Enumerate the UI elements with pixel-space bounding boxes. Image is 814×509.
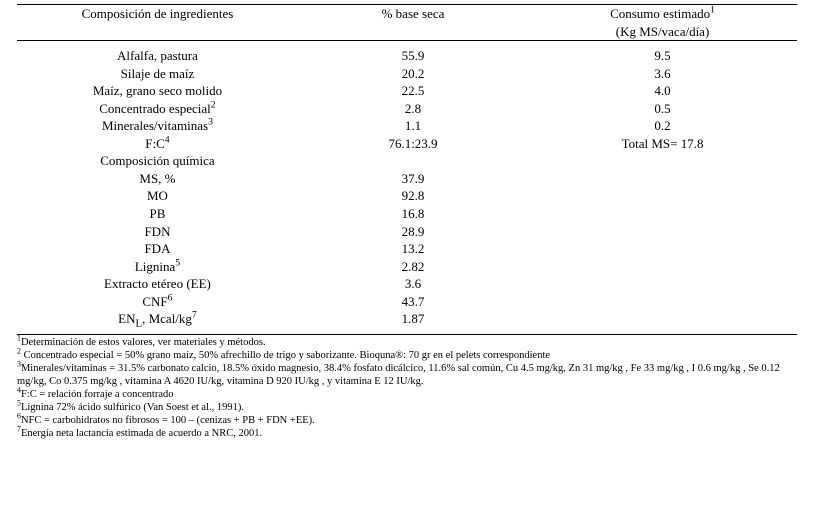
chem-label: FDN	[17, 223, 298, 241]
chem-value: 3.6	[298, 275, 528, 293]
chem-header-label: Composición química	[17, 152, 298, 170]
chem-value: 16.8	[298, 205, 528, 223]
ingredient-consumption: 9.5	[528, 47, 797, 65]
ingredient-row: Maíz, grano seco molido22.54.0	[17, 82, 797, 100]
ingredient-label: F:C4	[17, 135, 298, 153]
chem-label: CNF6	[17, 293, 298, 311]
ingredient-row: Concentrado especial22.80.5	[17, 100, 797, 118]
footnote-7-text: Energía neta lactancia estimada de acuer…	[21, 428, 262, 439]
chem-row: MS, %37.9	[17, 170, 797, 188]
chem-value: 13.2	[298, 240, 528, 258]
chem-row: PB16.8	[17, 205, 797, 223]
footnote-3-text: Minerales/vitaminas = 31.5% carbonato ca…	[17, 363, 780, 387]
chem-header-row: Composición química	[17, 152, 797, 170]
chem-value: 1.87	[298, 310, 528, 334]
footnote-6-text: NFC = carbohidratos no fibrosos = 100 – …	[21, 415, 315, 426]
ingredient-pct: 2.8	[298, 100, 528, 118]
composition-table: Composición de ingredientes % base seca …	[17, 4, 797, 335]
footnote-1-text: Determinación de estos valores, ver mate…	[21, 337, 266, 348]
chem-value: 2.82	[298, 258, 528, 276]
ingredient-consumption: 0.2	[528, 117, 797, 135]
ingredient-row: Minerales/vitaminas31.10.2	[17, 117, 797, 135]
footnote-7: 7Energía neta lactancia estimada de acue…	[17, 427, 797, 440]
ingredient-label: Silaje de maíz	[17, 65, 298, 83]
ingredients-body: Alfalfa, pastura55.99.5Silaje de maíz20.…	[17, 47, 797, 152]
footnote-1: 1Determinación de estos valores, ver mat…	[17, 336, 797, 349]
ingredient-consumption: 4.0	[528, 82, 797, 100]
chem-label: ENL, Mcal/kg7	[17, 310, 298, 334]
chem-label: PB	[17, 205, 298, 223]
ingredient-consumption: 0.5	[528, 100, 797, 118]
ingredient-label: Maíz, grano seco molido	[17, 82, 298, 100]
chem-row: FDN28.9	[17, 223, 797, 241]
header-col2: % base seca	[298, 5, 528, 41]
ingredient-pct: 55.9	[298, 47, 528, 65]
chem-body: MS, %37.9MO92.8PB16.8FDN28.9FDA13.2Ligni…	[17, 170, 797, 334]
ingredient-consumption: 3.6	[528, 65, 797, 83]
header-col1: Composición de ingredientes	[17, 5, 298, 41]
ingredient-label: Alfalfa, pastura	[17, 47, 298, 65]
footnote-5-text: Lignina 72% ácido sulfúrico (Van Soest e…	[21, 402, 244, 413]
chem-row: CNF643.7	[17, 293, 797, 311]
chem-label: MS, %	[17, 170, 298, 188]
ingredient-consumption: Total MS= 17.8	[528, 135, 797, 153]
footnote-6: 6NFC = carbohidratos no fibrosos = 100 –…	[17, 414, 797, 427]
chem-row: Extracto etéreo (EE)3.6	[17, 275, 797, 293]
footnote-3: 3Minerales/vitaminas = 31.5% carbonato c…	[17, 362, 797, 388]
chem-value: 28.9	[298, 223, 528, 241]
chem-value: 92.8	[298, 187, 528, 205]
chem-row: Lignina52.82	[17, 258, 797, 276]
ingredient-pct: 20.2	[298, 65, 528, 83]
chem-label: FDA	[17, 240, 298, 258]
footnote-2-text: Concentrado especial = 50% grano maíz, 5…	[21, 350, 550, 361]
ingredient-label: Minerales/vitaminas3	[17, 117, 298, 135]
ingredient-row: Silaje de maíz20.23.6	[17, 65, 797, 83]
header-col3-line2-text: (Kg MS/vaca/día)	[616, 24, 710, 39]
ingredient-pct: 1.1	[298, 117, 528, 135]
chem-row: FDA13.2	[17, 240, 797, 258]
footnote-2: 2 Concentrado especial = 50% grano maíz,…	[17, 349, 797, 362]
chem-value: 43.7	[298, 293, 528, 311]
ingredient-pct: 22.5	[298, 82, 528, 100]
chem-row: MO92.8	[17, 187, 797, 205]
chem-value: 37.9	[298, 170, 528, 188]
chem-label: Lignina5	[17, 258, 298, 276]
footnote-5: 5Lignina 72% ácido sulfúrico (Van Soest …	[17, 401, 797, 414]
chem-label: MO	[17, 187, 298, 205]
footnotes-block: 1Determinación de estos valores, ver mat…	[17, 335, 797, 441]
footnote-4: 4F:C = relación forraje a concentrado	[17, 388, 797, 401]
header-col3: Consumo estimado1 (Kg MS/vaca/día)	[528, 5, 797, 41]
ingredient-row: Alfalfa, pastura55.99.5	[17, 47, 797, 65]
chem-label: Extracto etéreo (EE)	[17, 275, 298, 293]
header-col3-line1-text: Consumo estimado	[610, 6, 710, 21]
ingredient-pct: 76.1:23.9	[298, 135, 528, 153]
header-col3-sup: 1	[710, 5, 715, 16]
footnote-4-text: F:C = relación forraje a concentrado	[21, 389, 174, 400]
table-header-row: Composición de ingredientes % base seca …	[17, 5, 797, 41]
chem-row: ENL, Mcal/kg71.87	[17, 310, 797, 334]
ingredient-row: F:C476.1:23.9Total MS= 17.8	[17, 135, 797, 153]
ingredient-label: Concentrado especial2	[17, 100, 298, 118]
